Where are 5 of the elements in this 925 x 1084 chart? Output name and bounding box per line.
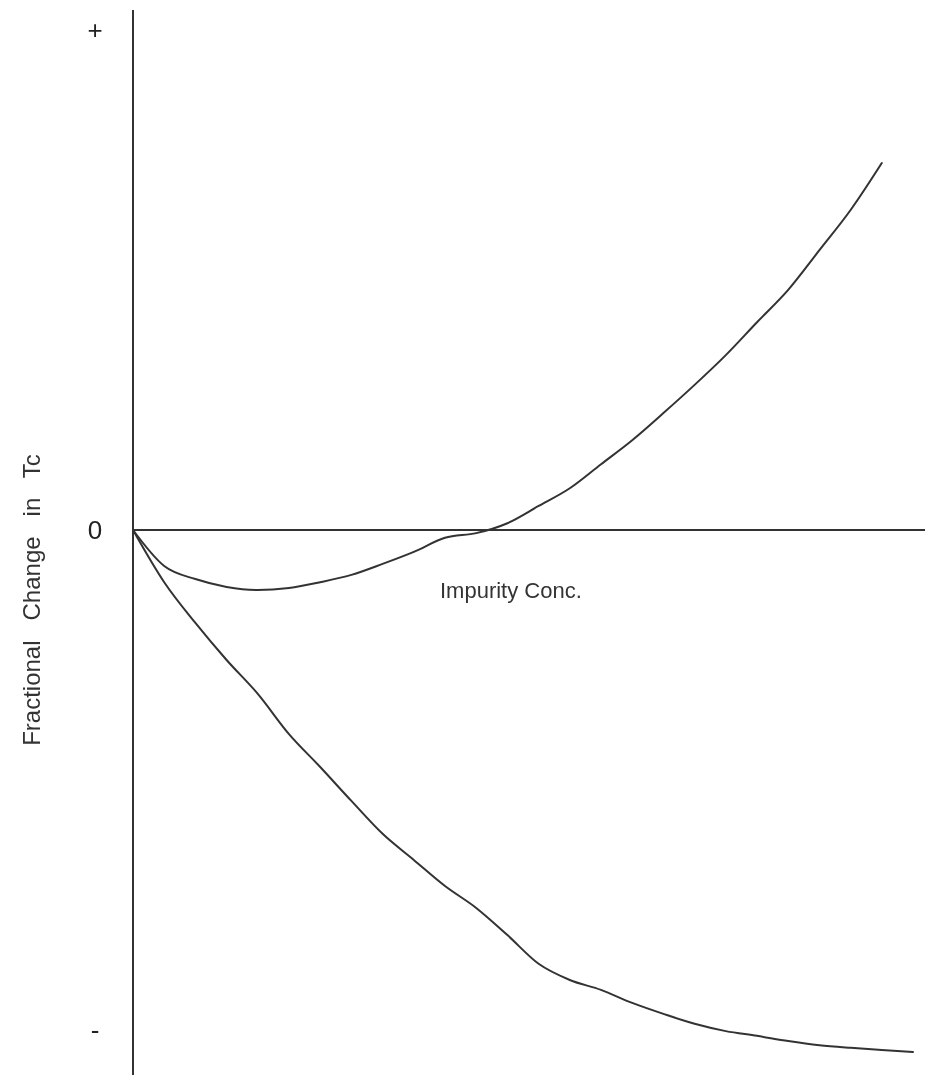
text: + (87, 15, 103, 46)
text: - (90, 1015, 100, 1046)
x-axis-title: Impurity Conc. (440, 578, 582, 603)
text: 0 (87, 515, 103, 546)
y-axis-title: Fractional Change in Tc (18, 454, 45, 746)
